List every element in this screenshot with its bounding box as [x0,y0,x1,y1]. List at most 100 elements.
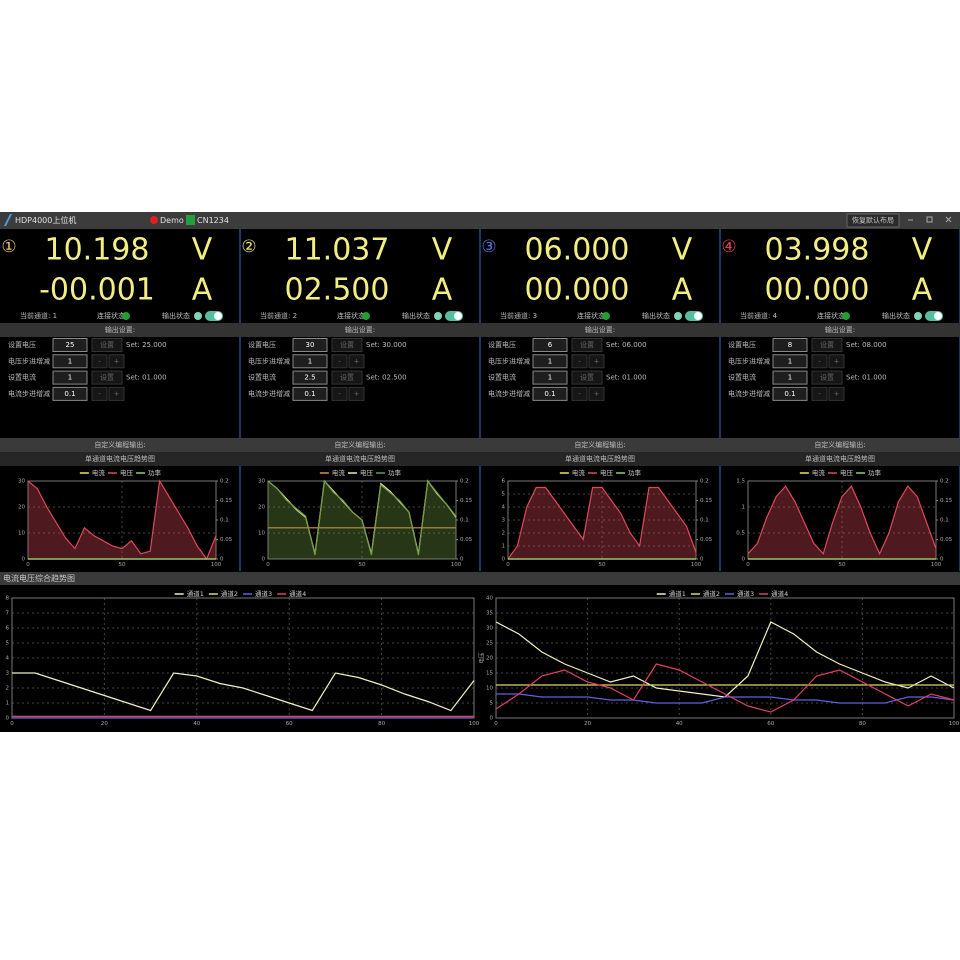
minus-label[interactable]: - [818,357,821,365]
setting-input[interactable] [52,338,88,352]
reset-layout-label[interactable]: 恢复默认布局 [852,216,894,225]
setting-input-value[interactable]: 1 [308,357,312,365]
set-button-label[interactable]: 设置 [100,340,114,349]
setting-input[interactable] [532,370,568,385]
set-button[interactable] [571,370,603,385]
setting-input-value[interactable]: 25 [66,341,75,349]
setting-input[interactable] [772,338,808,352]
plus-label[interactable]: + [594,357,600,365]
setting-input[interactable] [52,386,88,401]
setting-input-value[interactable]: 0.1 [784,390,795,398]
plus-label[interactable]: + [834,390,840,398]
set-button-label[interactable]: 设置 [580,340,594,349]
plus-button[interactable] [108,386,125,401]
setting-input[interactable] [772,370,808,385]
set-button-label[interactable]: 设置 [820,340,834,349]
set-button-label[interactable]: 设置 [580,373,594,382]
setting-input[interactable] [52,354,88,369]
minus-button[interactable] [811,354,828,369]
setting-input-value[interactable]: 30 [306,341,315,349]
set-button[interactable] [331,338,363,352]
y-tick-label: 20 [258,505,265,511]
setting-input-value[interactable]: 0.1 [544,390,555,398]
minus-label[interactable]: - [98,390,101,398]
setting-input-value[interactable]: 2.5 [304,374,315,382]
minus-button[interactable] [331,386,348,401]
setting-input[interactable] [292,370,328,385]
set-button[interactable] [571,338,603,352]
setting-input-value[interactable]: 1 [548,357,552,365]
plus-label[interactable]: + [114,390,120,398]
combined-title: 电流电压综合趋势图 [3,573,75,583]
setting-input[interactable] [772,354,808,369]
plus-button[interactable] [588,354,605,369]
x-tick-label: 60 [767,721,774,727]
setting-input[interactable] [52,370,88,385]
set-button[interactable] [331,370,363,385]
plus-label[interactable]: + [354,390,360,398]
reset-layout-button[interactable] [846,213,900,228]
setting-input-value[interactable]: 1 [548,374,552,382]
y-tick-label: 5 [6,641,10,647]
minus-button[interactable] [571,354,588,369]
plus-button[interactable] [828,354,845,369]
setting-input[interactable] [292,338,328,352]
minus-label[interactable]: - [338,357,341,365]
plus-label[interactable]: + [114,357,120,365]
plus-button[interactable] [828,386,845,401]
setting-input-value[interactable]: 8 [788,341,792,349]
setting-input[interactable] [292,386,328,401]
title-bar [0,212,960,229]
set-button[interactable] [91,338,123,352]
plus-label[interactable]: + [594,390,600,398]
setting-input[interactable] [292,354,328,369]
setting-input[interactable] [532,386,568,401]
minus-label[interactable]: - [818,390,821,398]
plot-frame [495,597,955,719]
setting-input[interactable] [772,386,808,401]
plus-label[interactable]: + [834,357,840,365]
minus-button[interactable] [91,386,108,401]
y2-tick-label: 0.15 [460,498,473,504]
minus-label[interactable]: - [338,390,341,398]
minus-button[interactable] [571,386,588,401]
setting-input[interactable] [532,338,568,352]
close-button[interactable] [945,216,952,223]
setting-input-value[interactable]: 1 [68,357,72,365]
x-tick-label: 100 [211,562,222,568]
maximize-button[interactable] [926,216,933,223]
y-tick-label: 0 [490,716,494,722]
minus-button[interactable] [811,386,828,401]
minus-button[interactable] [91,354,108,369]
connection-indicator [602,312,610,320]
minus-button[interactable] [331,354,348,369]
set-button-label[interactable]: 设置 [340,373,354,382]
combined-title-bar [0,572,960,585]
setting-input-value[interactable]: 0.1 [304,390,315,398]
set-button-label[interactable]: 设置 [100,373,114,382]
set-button[interactable] [811,370,843,385]
plus-button[interactable] [108,354,125,369]
plus-button[interactable] [348,386,365,401]
minus-label[interactable]: - [578,390,581,398]
y-tick-label: 2 [6,686,10,692]
plus-button[interactable] [348,354,365,369]
set-button-label[interactable]: 设置 [820,373,834,382]
demo-label[interactable]: Demo [160,216,184,225]
plus-label[interactable]: + [354,357,360,365]
setting-input[interactable] [532,354,568,369]
setting-input-value[interactable]: 1 [788,357,792,365]
plus-button[interactable] [588,386,605,401]
setting-input-value[interactable]: 6 [548,341,553,349]
setting-input-value[interactable]: 1 [788,374,792,382]
set-button[interactable] [91,370,123,385]
set-button-label[interactable]: 设置 [340,340,354,349]
setting-input-value[interactable]: 1 [68,374,72,382]
minus-label[interactable]: - [578,357,581,365]
y2-tick-label: 0.2 [460,479,469,485]
minus-label[interactable]: - [98,357,101,365]
set-button[interactable] [811,338,843,352]
setting-input-value[interactable]: 0.1 [64,390,75,398]
port-label[interactable]: CN1234 [197,216,229,225]
